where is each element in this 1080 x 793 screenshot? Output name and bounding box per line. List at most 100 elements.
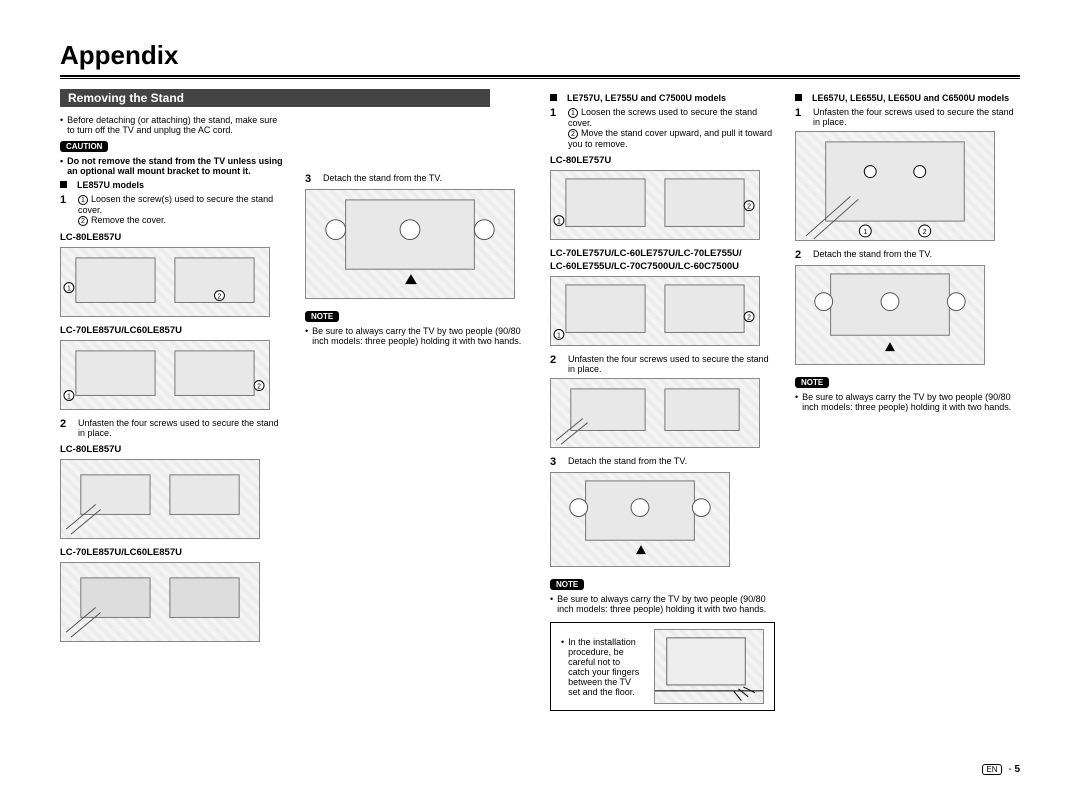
svg-text:1: 1 <box>863 229 867 236</box>
model-label: LC-80LE857U <box>60 232 285 243</box>
step-number: 2 <box>550 354 562 374</box>
note-b: • Be sure to always carry the TV by two … <box>305 326 530 346</box>
columns: Removing the Stand • Before detaching (o… <box>60 89 1020 711</box>
step-c2-text: Unfasten the four screws used to secure … <box>568 354 775 374</box>
step-b3: 3 Detach the stand from the TV. <box>305 173 530 185</box>
heading-le857u: LE857U models <box>60 180 285 190</box>
bullet-dot: • <box>305 326 308 346</box>
step-number: 1 <box>60 194 72 226</box>
model-label: LC-70LE857U/LC60LE857U <box>60 325 285 336</box>
step-a1-line1: 1Loosen the screw(s) used to secure the … <box>78 194 285 215</box>
step-c3: 3 Detach the stand from the TV. <box>550 456 775 468</box>
step-a2: 2 Unfasten the four screws used to secur… <box>60 418 285 438</box>
page-footer: EN - 5 <box>982 764 1020 775</box>
illustration-carry-tv <box>305 189 515 299</box>
col-d: LE657U, LE655U, LE650U and C6500U models… <box>795 89 1020 711</box>
rule-thick <box>60 75 1020 77</box>
step-c3-text: Detach the stand from the TV. <box>568 456 687 468</box>
note-badge: NOTE <box>550 579 584 590</box>
page-number: 5 <box>1014 764 1020 775</box>
bullet-dot: • <box>60 115 63 135</box>
step-c1-line1: 1Loosen the screws used to secure the st… <box>568 107 775 128</box>
step-a2-text: Unfasten the four screws used to secure … <box>78 418 285 438</box>
circled-1-icon: 1 <box>568 108 578 118</box>
circled-2-icon: 2 <box>568 129 578 139</box>
step-number: 2 <box>60 418 72 438</box>
svg-text:2: 2 <box>257 384 261 391</box>
illustration-stand-cover-80: 12 <box>60 247 270 317</box>
illustration-tv-floor <box>654 629 764 704</box>
square-icon <box>60 181 67 188</box>
step-c2: 2 Unfasten the four screws used to secur… <box>550 354 775 374</box>
note-b-text: Be sure to always carry the TV by two pe… <box>312 326 530 346</box>
illustration-d-carry <box>795 265 985 365</box>
illustration-unfasten-80 <box>60 459 260 539</box>
step-number: 2 <box>795 249 807 261</box>
step-d2: 2 Detach the stand from the TV. <box>795 249 1020 261</box>
note-c-text: Be sure to always carry the TV by two pe… <box>557 594 775 614</box>
note-d: • Be sure to always carry the TV by two … <box>795 392 1020 412</box>
illustration-unfasten-7060 <box>60 562 260 642</box>
heading-text: LE857U models <box>77 180 144 190</box>
col-c: LE757U, LE755U and C7500U models 1 1Loos… <box>550 89 775 711</box>
illustration-c-carry <box>550 472 730 567</box>
heading-text: LE757U, LE755U and C7500U models <box>567 93 726 103</box>
footer-caution-box: • In the installation procedure, be care… <box>550 622 775 711</box>
square-icon <box>795 94 802 101</box>
step-d1-text: Unfasten the four screws used to secure … <box>813 107 1020 127</box>
svg-text:2: 2 <box>747 204 751 211</box>
page-title: Appendix <box>60 40 1020 71</box>
step-d1: 1 Unfasten the four screws used to secur… <box>795 107 1020 127</box>
svg-text:1: 1 <box>67 393 71 400</box>
svg-text:2: 2 <box>747 315 751 322</box>
step-d2-text: Detach the stand from the TV. <box>813 249 932 261</box>
note-c: • Be sure to always carry the TV by two … <box>550 594 775 614</box>
svg-text:1: 1 <box>67 286 71 293</box>
lang-badge: EN <box>982 764 1001 775</box>
square-icon <box>550 94 557 101</box>
intro-bullet: • Before detaching (or attaching) the st… <box>60 115 285 135</box>
intro-text: Before detaching (or attaching) the stan… <box>67 115 285 135</box>
step-c1-line2: 2Move the stand cover upward, and pull i… <box>568 128 775 149</box>
svg-text:1: 1 <box>557 218 561 225</box>
footer-caution-text: In the installation procedure, be carefu… <box>568 637 642 697</box>
note-badge: NOTE <box>305 311 339 322</box>
step-a1-line2: 2Remove the cover. <box>78 215 285 226</box>
step-c1: 1 1Loosen the screws used to secure the … <box>550 107 775 149</box>
caution-badge: CAUTION <box>60 141 108 152</box>
heading-text: LE657U, LE655U, LE650U and C6500U models <box>812 93 1009 103</box>
step-number: 1 <box>795 107 807 127</box>
svg-text:1: 1 <box>557 332 561 339</box>
step-number: 3 <box>550 456 562 468</box>
bullet-dot: • <box>561 637 564 697</box>
illustration-stand-cover-7060: 12 <box>60 340 270 410</box>
col-a: Removing the Stand • Before detaching (o… <box>60 89 285 711</box>
note-d-text: Be sure to always carry the TV by two pe… <box>802 392 1020 412</box>
illustration-c-multi: 12 <box>550 276 760 346</box>
heading-le757u: LE757U, LE755U and C7500U models <box>550 93 775 103</box>
bullet-dot: • <box>550 594 553 614</box>
circled-2-icon: 2 <box>78 216 88 226</box>
svg-text:2: 2 <box>923 229 927 236</box>
bullet-dot: • <box>60 156 63 176</box>
heading-le657u: LE657U, LE655U, LE650U and C6500U models <box>795 93 1020 103</box>
model-label: LC-70LE857U/LC60LE857U <box>60 547 285 558</box>
rule-thin <box>60 78 1020 79</box>
step-number: 1 <box>550 107 562 149</box>
illustration-c-unfasten <box>550 378 760 448</box>
note-badge: NOTE <box>795 377 829 388</box>
circled-1-icon: 1 <box>78 195 88 205</box>
model-label: LC-60LE755U/LC-70C7500U/LC-60C7500U <box>550 261 775 272</box>
col-b: 3 Detach the stand from the TV. NOTE • B… <box>305 89 530 711</box>
step-a1: 1 1Loosen the screw(s) used to secure th… <box>60 194 285 226</box>
model-label: LC-80LE857U <box>60 444 285 455</box>
caution-text: Do not remove the stand from the TV unle… <box>67 156 285 176</box>
bullet-dot: • <box>795 392 798 412</box>
svg-text:2: 2 <box>218 294 222 301</box>
illustration-d-screws: 12 <box>795 131 995 241</box>
caution-line: • Do not remove the stand from the TV un… <box>60 156 285 176</box>
model-label: LC-70LE757U/LC-60LE757U/LC-70LE755U/ <box>550 248 775 259</box>
model-label: LC-80LE757U <box>550 155 775 166</box>
step-b3-text: Detach the stand from the TV. <box>323 173 442 185</box>
illustration-c-80: 12 <box>550 170 760 240</box>
